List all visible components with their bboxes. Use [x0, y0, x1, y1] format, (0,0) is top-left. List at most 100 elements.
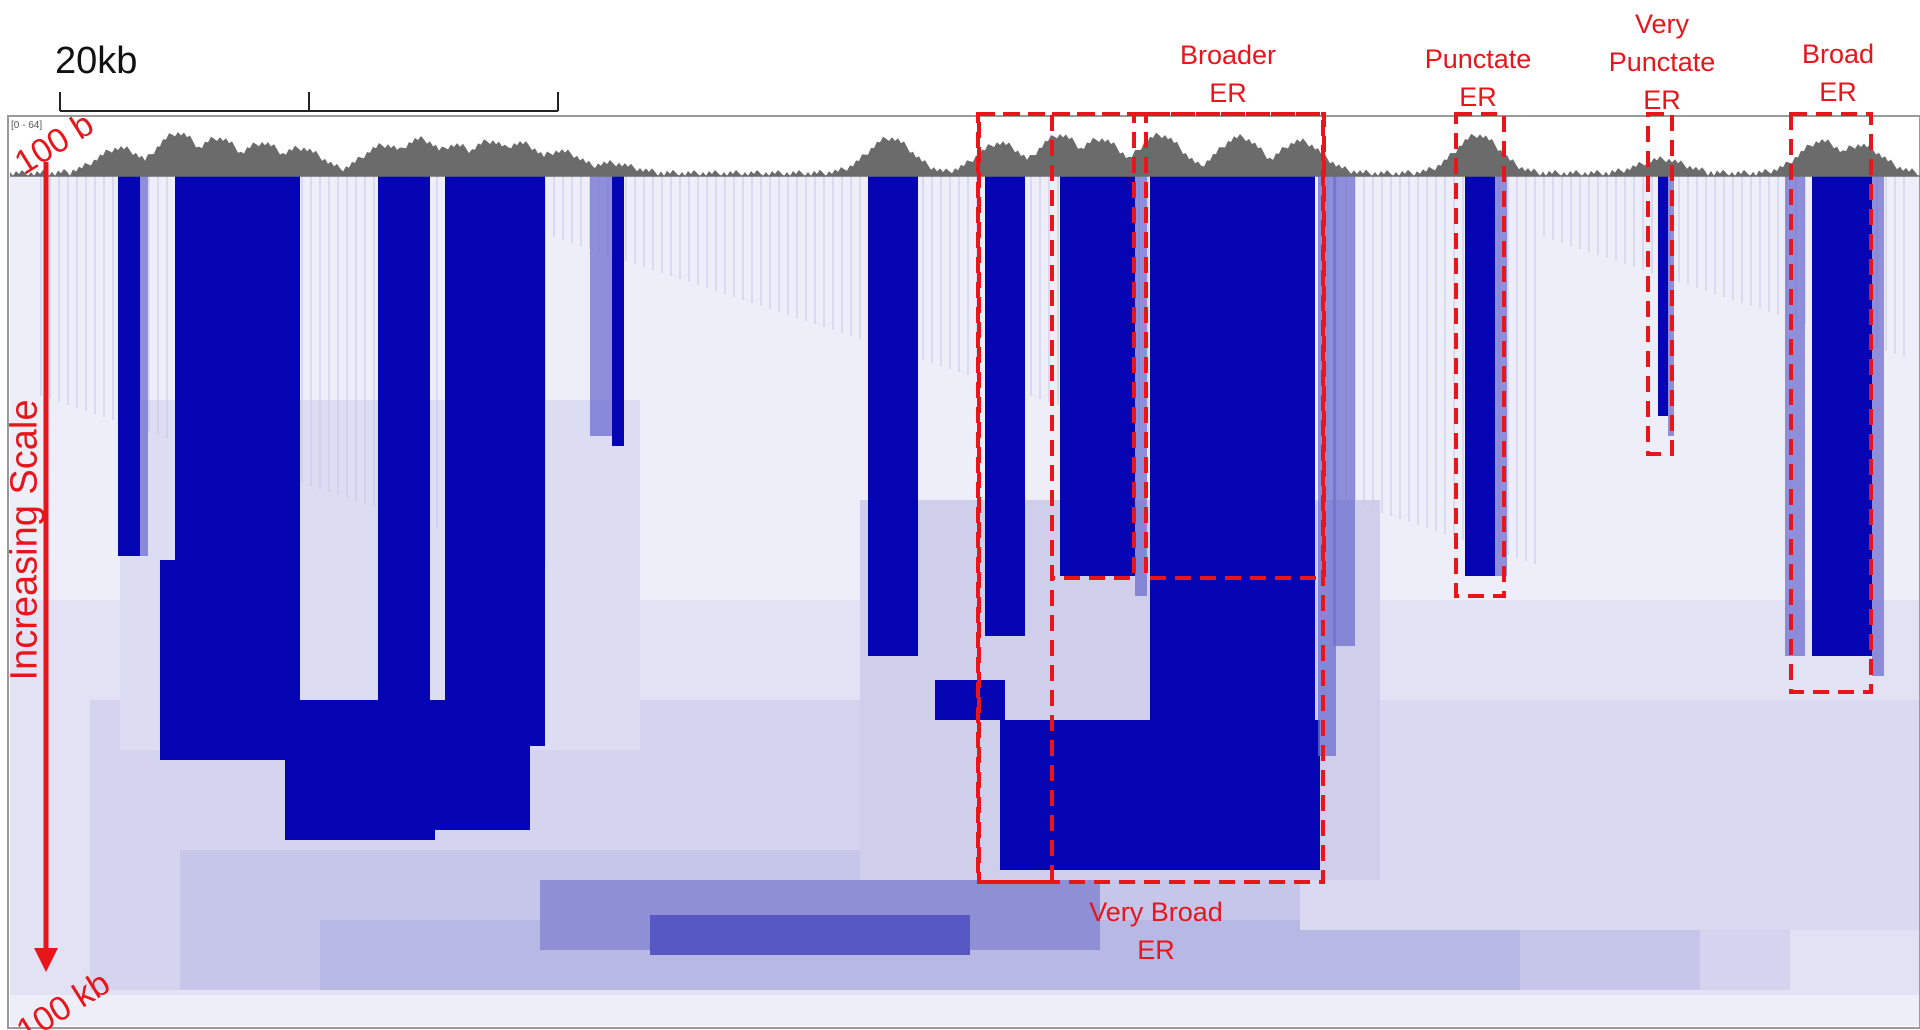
- heat-streak: [1444, 176, 1446, 534]
- heat-streak: [346, 176, 348, 498]
- region-label-line: Punctate: [1608, 47, 1716, 77]
- heat-streak: [706, 176, 708, 288]
- heat-streak: [103, 176, 105, 417]
- heat-streak: [643, 176, 645, 267]
- heat-column: [1658, 176, 1668, 416]
- heat-streak: [949, 176, 951, 369]
- heat-streak: [337, 176, 339, 495]
- heat-streak: [1552, 176, 1554, 240]
- heat-column: [1060, 176, 1135, 576]
- heat-streak: [796, 176, 798, 318]
- heat-streak: [1534, 176, 1536, 564]
- heat-streak: [670, 176, 672, 276]
- heat-streak: [148, 176, 150, 432]
- heat-streak: [1651, 176, 1653, 273]
- heat-streak: [679, 176, 681, 279]
- region-label-line: Broader: [1179, 40, 1277, 70]
- heat-streak: [1885, 176, 1887, 351]
- heat-streak: [436, 176, 438, 528]
- heat-column: [300, 700, 530, 830]
- region-label-line: ER: [1137, 935, 1175, 965]
- heat-streak: [1768, 176, 1770, 312]
- heat-streak: [931, 176, 933, 363]
- heat-streak: [652, 176, 654, 270]
- heat-column: [378, 176, 430, 746]
- scale-axis-arrow: [34, 162, 58, 972]
- heat-streak: [1453, 176, 1455, 537]
- region-label-line: ER: [1459, 82, 1497, 112]
- scale-bar-label: 20kb: [55, 40, 138, 82]
- signal-track: [10, 132, 1920, 176]
- heat-streak: [1147, 176, 1149, 435]
- heat-streak: [40, 176, 42, 396]
- heat-streak: [1408, 176, 1410, 522]
- region-label-very-punctate: Very Punctate ER: [1609, 5, 1716, 119]
- heat-streak: [1714, 176, 1716, 294]
- heat-streak: [1606, 176, 1608, 258]
- heat-streak: [1687, 176, 1689, 285]
- scale-bar: [59, 92, 559, 112]
- heat-streak: [1615, 176, 1617, 261]
- heat-column: [1150, 176, 1315, 816]
- region-label-line: ER: [1643, 85, 1681, 115]
- heat-streak: [742, 176, 744, 300]
- heat-column: [1812, 176, 1872, 656]
- heat-column: [935, 680, 1005, 720]
- heat-streak: [355, 176, 357, 501]
- heat-streak: [364, 176, 366, 504]
- region-boxes: [976, 112, 1873, 884]
- region-label-line: Punctate: [1424, 44, 1532, 74]
- heat-column-edge: [1333, 176, 1355, 646]
- heat-streak: [328, 176, 330, 492]
- heat-streak: [1561, 176, 1563, 243]
- heat-streak: [85, 176, 87, 411]
- heat-streak: [850, 176, 852, 336]
- heat-streak: [1426, 176, 1428, 528]
- heat-streak: [319, 176, 321, 489]
- heat-column: [985, 176, 1025, 636]
- heat-streak: [166, 176, 168, 438]
- track-border: [7, 115, 1920, 1029]
- heat-streak: [1705, 176, 1707, 291]
- heat-streak: [58, 176, 60, 402]
- heat-column: [612, 176, 624, 446]
- heat-column-edge: [1785, 176, 1805, 656]
- heat-streak: [49, 176, 51, 399]
- heat-column: [1000, 720, 1320, 870]
- heat-streak: [769, 176, 771, 309]
- heat-streak: [814, 176, 816, 324]
- heat-streak: [1678, 176, 1680, 282]
- heat-streak: [634, 176, 636, 264]
- heat-streak: [1372, 176, 1374, 510]
- region-label-line: Broad: [1801, 39, 1875, 69]
- region-box-broader: [1144, 112, 1326, 580]
- heat-streak: [625, 176, 627, 261]
- heat-streak: [1624, 176, 1626, 264]
- heat-streak: [760, 176, 762, 306]
- heat-streak: [1390, 176, 1392, 516]
- heat-streak: [967, 176, 969, 375]
- heat-streak: [940, 176, 942, 366]
- heat-column: [445, 176, 545, 746]
- heat-column: [868, 176, 918, 656]
- heat-streak: [1642, 176, 1644, 270]
- heat-streak: [661, 176, 663, 273]
- heat-streak: [157, 176, 159, 435]
- heat-streak: [571, 176, 573, 243]
- heat-streak: [1417, 176, 1419, 525]
- heat-streak: [562, 176, 564, 240]
- heat-streak: [1435, 176, 1437, 531]
- heat-column-edge: [140, 176, 148, 556]
- heat-streak: [787, 176, 789, 315]
- heat-streak: [1399, 176, 1401, 519]
- region-box-punctate: [1454, 112, 1506, 598]
- heat-streak: [859, 176, 861, 339]
- heat-streak: [805, 176, 807, 321]
- heat-streak: [1039, 176, 1041, 399]
- heat-streak: [688, 176, 690, 282]
- heat-streak: [373, 176, 375, 507]
- heat-streak: [733, 176, 735, 297]
- heat-column-edge: [1872, 176, 1884, 676]
- heat-streak: [1462, 176, 1464, 540]
